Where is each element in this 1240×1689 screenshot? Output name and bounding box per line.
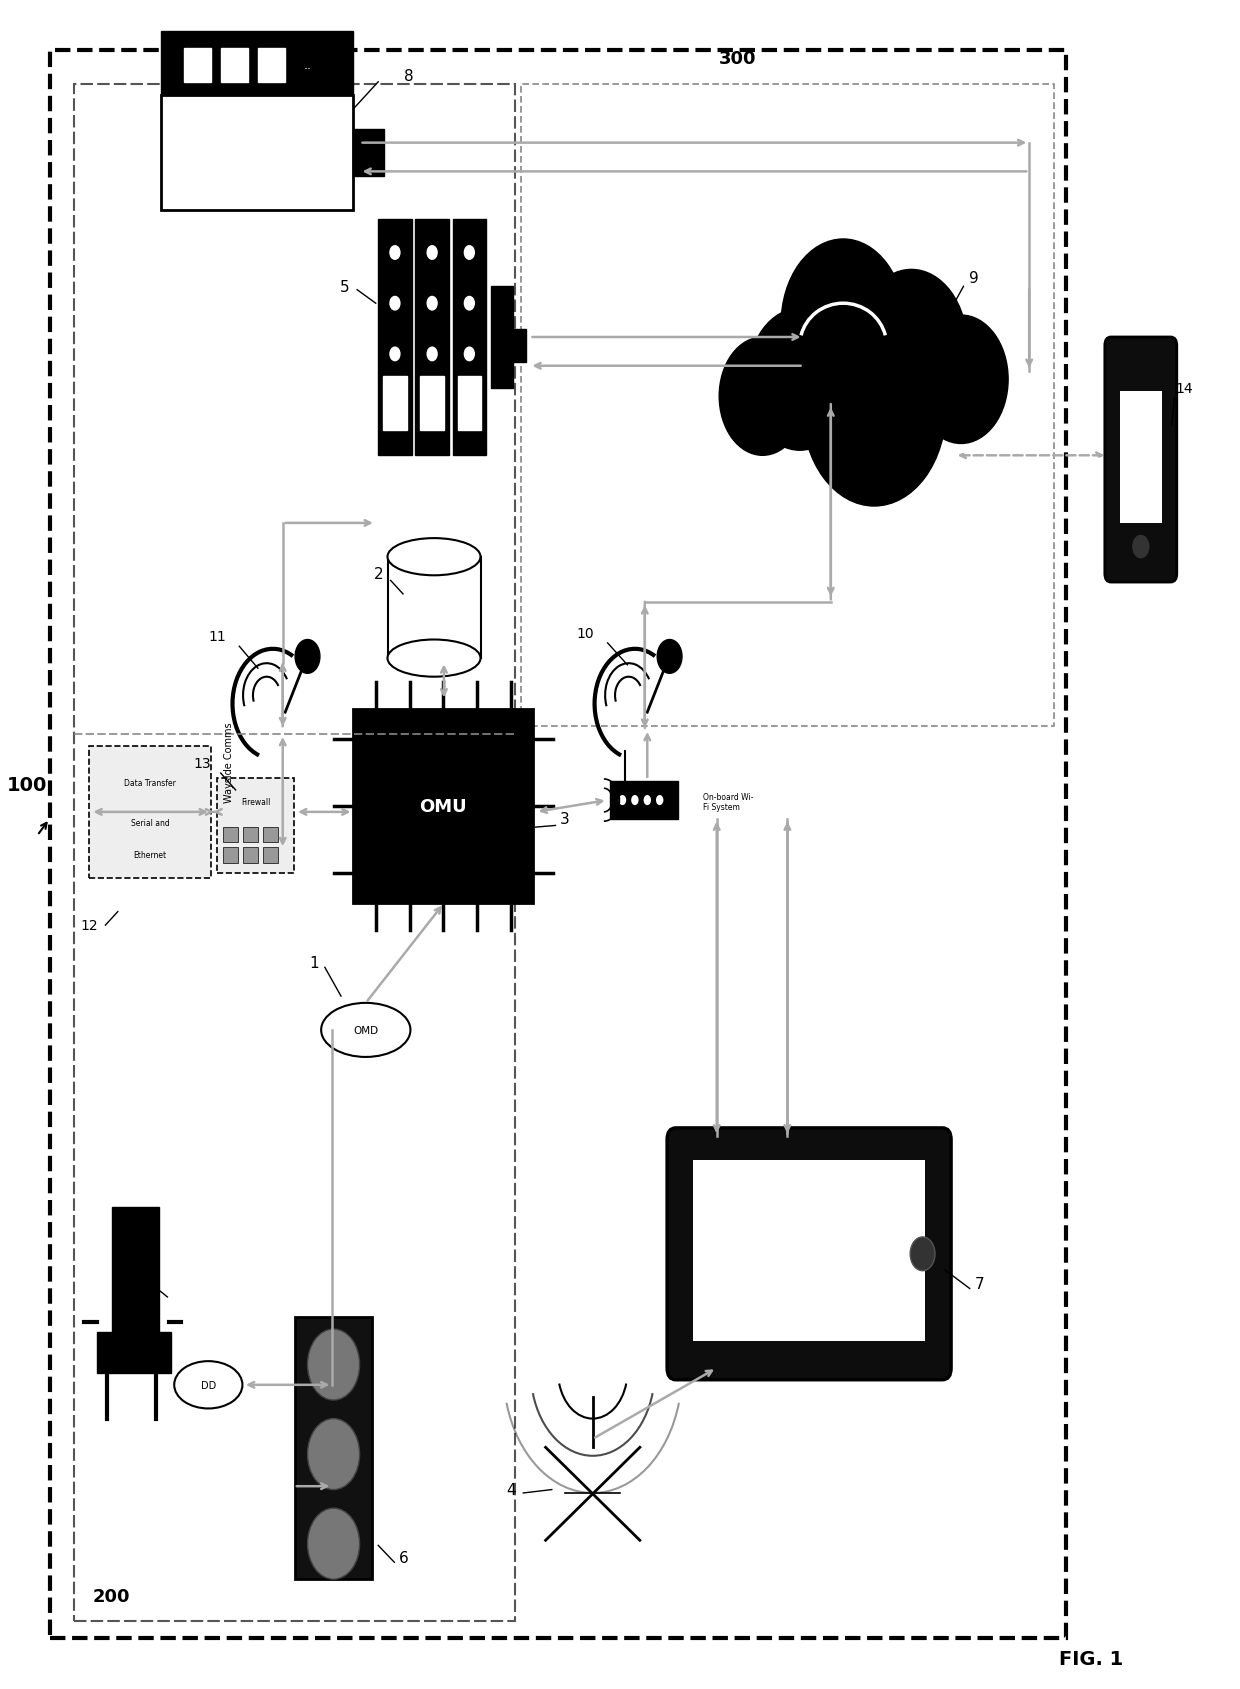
Bar [353,130,384,177]
Bar [420,377,444,431]
Text: 10: 10 [577,627,594,640]
Bar [184,49,211,83]
Text: 1: 1 [309,956,319,969]
Circle shape [856,270,967,422]
Circle shape [802,311,946,507]
Bar [161,32,353,96]
Text: OMD: OMD [353,1025,378,1035]
Text: Wayside Comms: Wayside Comms [224,721,234,802]
Bar [217,779,294,873]
Circle shape [657,640,682,674]
Text: 14: 14 [1176,382,1193,395]
Circle shape [465,247,474,260]
Text: 3: 3 [559,812,569,826]
Text: 100: 100 [7,775,47,796]
Circle shape [619,796,626,806]
Bar [258,49,285,83]
Bar [74,84,515,1621]
Text: 2: 2 [373,568,383,581]
Text: 4: 4 [506,1483,516,1496]
Text: Data Transfer: Data Transfer [124,779,176,789]
Text: 300: 300 [719,51,756,68]
Circle shape [427,348,438,361]
Bar [223,848,238,863]
Circle shape [465,348,474,361]
Text: 8: 8 [404,69,414,83]
Bar [112,1208,159,1334]
Circle shape [644,796,651,806]
Text: 12: 12 [81,919,98,932]
Text: 13: 13 [193,757,211,770]
Text: ..: .. [304,59,311,73]
Ellipse shape [321,1003,410,1057]
Bar [263,828,278,843]
Bar [89,747,211,878]
Text: 11: 11 [208,630,226,644]
Circle shape [308,1508,360,1579]
Circle shape [389,348,399,361]
Circle shape [656,796,663,806]
Bar [491,287,513,388]
Bar [378,220,412,456]
Bar [453,220,486,456]
Bar [610,782,678,819]
Circle shape [389,297,399,311]
Circle shape [748,309,852,451]
Bar [1120,392,1162,524]
Bar [221,49,248,83]
Text: On-board Wi-
Fi System: On-board Wi- Fi System [703,792,754,812]
Ellipse shape [174,1361,243,1409]
Circle shape [308,1419,360,1490]
Text: 1: 1 [129,1268,139,1282]
Bar [383,377,407,431]
Bar [458,377,481,431]
Bar [387,557,481,659]
Circle shape [631,796,639,806]
Text: DD: DD [201,1380,216,1390]
Text: 7: 7 [975,1277,985,1290]
Text: 6: 6 [399,1551,409,1564]
FancyBboxPatch shape [667,1128,951,1380]
Bar [263,848,278,863]
Text: 200: 200 [93,1588,130,1605]
Text: Ethernet: Ethernet [134,850,166,860]
Bar [513,329,526,363]
Circle shape [389,247,399,260]
Bar [353,709,533,904]
Bar [295,1317,372,1579]
Circle shape [719,338,806,456]
Circle shape [308,1329,360,1400]
Text: FIG. 1: FIG. 1 [1059,1648,1123,1669]
FancyBboxPatch shape [1105,338,1177,583]
Bar [415,220,449,456]
Bar [161,96,353,211]
Bar [521,84,1054,726]
Text: 5: 5 [340,280,350,294]
Text: OMU: OMU [419,797,467,816]
Ellipse shape [387,539,481,576]
Bar [243,828,258,843]
Bar [693,1160,925,1341]
Bar [50,51,1066,1638]
Circle shape [781,240,905,409]
Circle shape [1132,535,1149,559]
Circle shape [295,640,320,674]
Circle shape [465,297,474,311]
Bar [243,848,258,863]
Text: 9: 9 [968,272,978,285]
Circle shape [910,1236,935,1272]
Text: Firewall: Firewall [241,797,270,807]
Ellipse shape [387,640,481,677]
Bar [223,828,238,843]
Circle shape [914,316,1008,444]
Circle shape [427,247,438,260]
Bar [97,1333,171,1373]
Text: Serial and: Serial and [130,819,170,828]
Circle shape [427,297,438,311]
